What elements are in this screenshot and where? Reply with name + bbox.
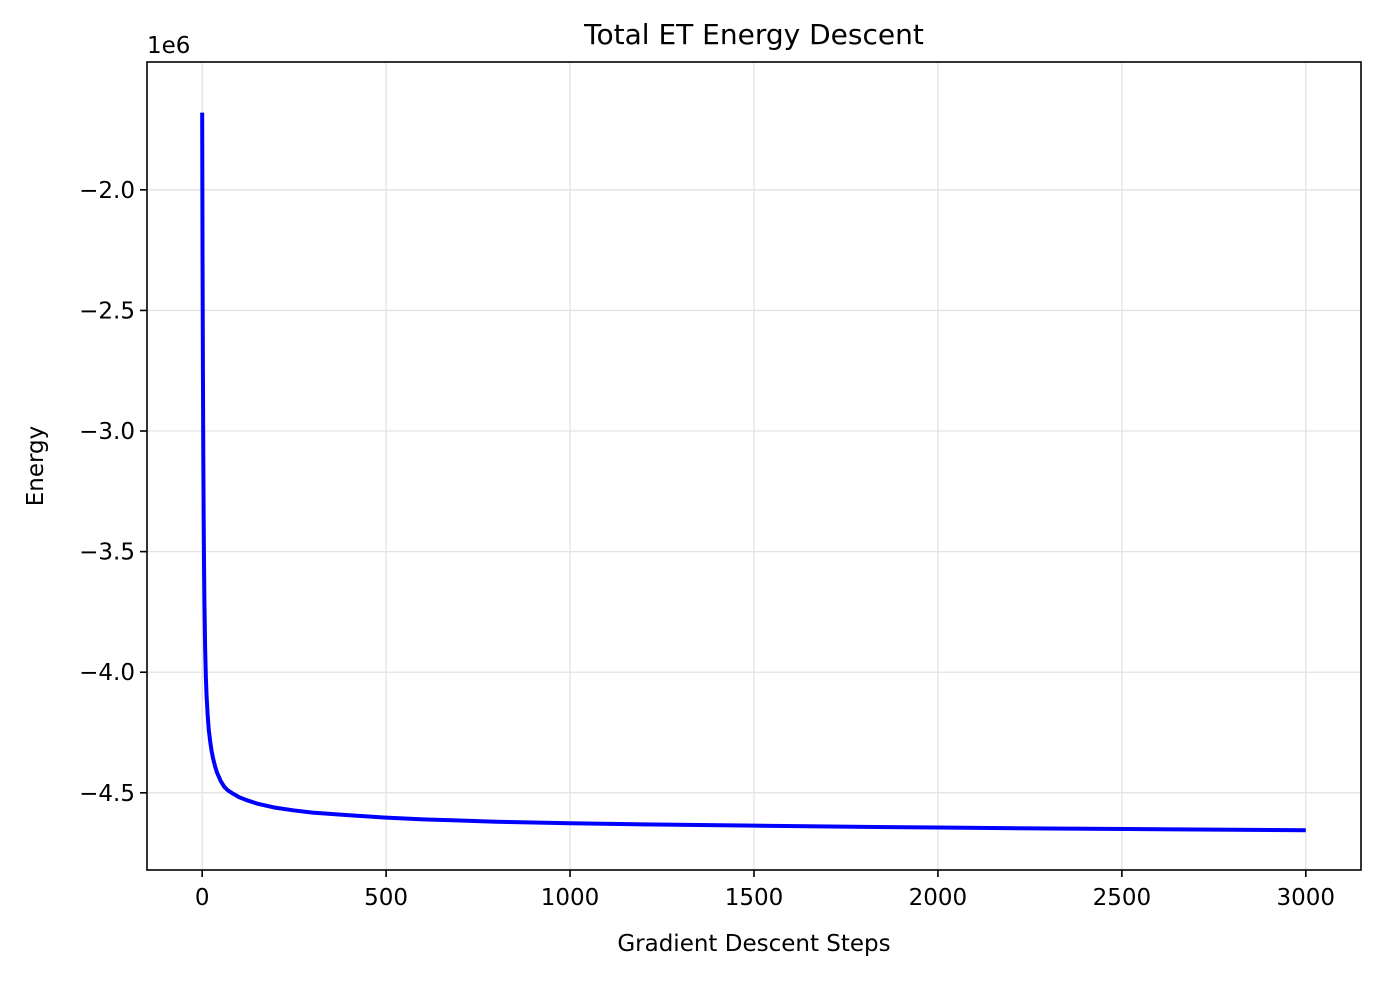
x-tick-label: 3000 [1277,885,1336,911]
y-tick-label: −4.5 [79,781,135,807]
ticks: 0 500 1000 1500 2000 2500 3000 −2.0 −2.5 −3.0 −3.5… [79,178,1335,911]
x-tick-label: 1500 [725,885,784,911]
x-tick-label: 500 [364,885,408,911]
y-tick-label: −2.5 [79,298,135,324]
y-tick-label: −2.0 [79,178,135,204]
chart-title: Total ET Energy Descent [583,18,924,51]
x-tick-label: 2500 [1093,885,1152,911]
y-axis-label: Energy [23,426,49,507]
series-line-energy [200,112,1306,833]
series-layer [200,112,1306,833]
x-tick-label: 2000 [909,885,968,911]
x-tick-label: 1000 [541,885,600,911]
y-tick-label: −3.5 [79,540,135,566]
y-tick-label: −3.0 [79,419,135,445]
x-tick-label: 0 [195,885,210,911]
grid [147,62,1361,870]
x-axis-label: Gradient Descent Steps [617,931,890,957]
y-offset-label: 1e6 [147,33,190,59]
y-tick-label: −4.0 [79,660,135,686]
